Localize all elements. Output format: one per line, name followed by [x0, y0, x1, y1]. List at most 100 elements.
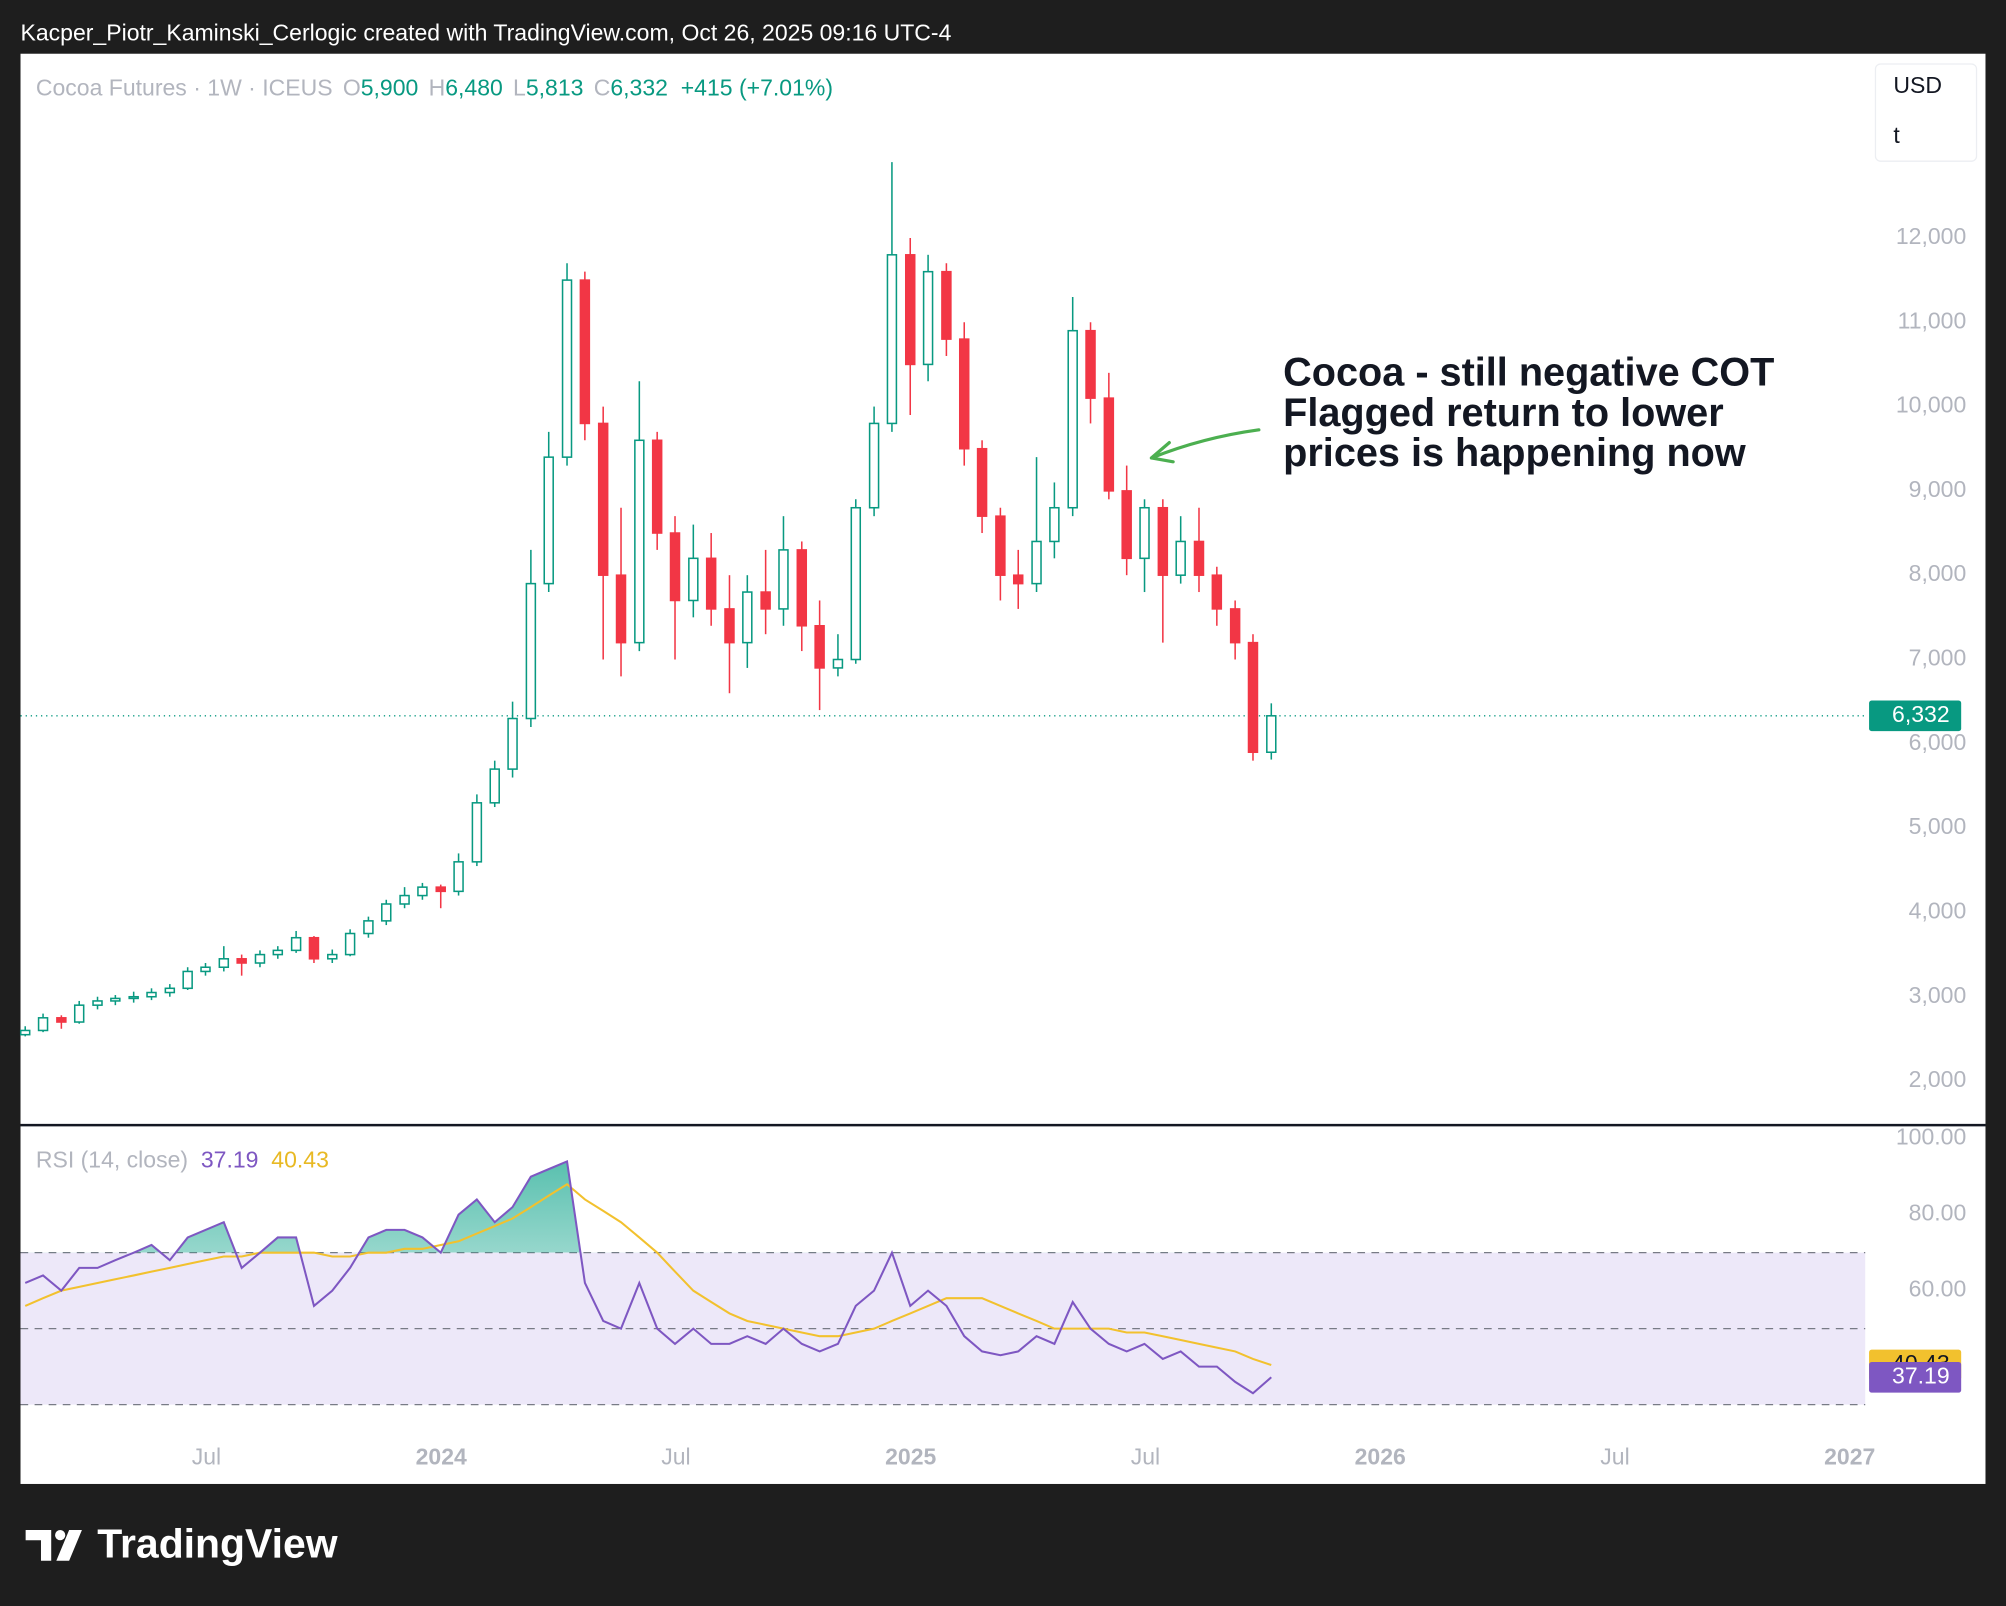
candle-body [941, 270, 952, 340]
candle-body [904, 254, 916, 366]
y-tick-label: 10,000 [1896, 392, 1966, 418]
ohlc-label: O [343, 75, 361, 101]
candle-body [958, 338, 970, 450]
candle-body [417, 886, 428, 897]
y-tick-label: 11,000 [1898, 307, 1967, 333]
candle-body [1121, 490, 1132, 560]
y-tick-label: 7,000 [1909, 645, 1967, 671]
x-tick-label: 2027 [1824, 1443, 1875, 1469]
candle-body [760, 591, 771, 610]
y-tick-label: 4,000 [1909, 898, 1967, 924]
brand-logo: TradingView [25, 1520, 338, 1566]
candle-body [1031, 540, 1042, 585]
candle-body [850, 506, 862, 661]
candle-body [37, 1017, 49, 1032]
candle-body [182, 970, 193, 990]
candle-body [73, 1004, 85, 1023]
candle-body [634, 439, 645, 644]
candle-body [272, 949, 284, 956]
brand-name: TradingView [97, 1520, 337, 1566]
price-legend: Cocoa Futures · 1W · ICEUS O5,900 H6,480 L5… [36, 75, 833, 101]
y-tick-label: 2,000 [1909, 1066, 1967, 1092]
candle-body [19, 1029, 31, 1036]
annotation-line: Cocoa - still negative COT [1283, 350, 1774, 394]
candle-body [1085, 329, 1096, 399]
candle-body [381, 903, 392, 922]
candle-body [363, 920, 374, 935]
candle-body [814, 625, 825, 669]
candle-body [561, 279, 573, 458]
candle-body [579, 279, 591, 425]
x-tick-label: Jul [661, 1443, 690, 1469]
candle-body [164, 987, 176, 994]
candle-body [705, 557, 717, 610]
y-tick-label: 6,000 [1909, 729, 1967, 755]
candle-body [525, 582, 537, 720]
chart-panel [20, 53, 1986, 1484]
candle-body [92, 1000, 103, 1006]
annotation-arrow [1149, 428, 1261, 464]
overbought-fill [133, 1161, 581, 1253]
header-title: Kacper_Piotr_Kaminski_Cerlogic created w… [21, 20, 952, 46]
y-tick-label: 80.00 [1909, 1200, 1967, 1226]
value-tag [1869, 1361, 1962, 1393]
candle-body [1266, 715, 1277, 754]
y-tick-label: 12,000 [1896, 223, 1966, 249]
candle-body [435, 886, 446, 893]
logo-mark [25, 1530, 82, 1561]
rsi-title: RSI (14, close) [36, 1147, 188, 1173]
candle-body [56, 1017, 67, 1023]
candle-body [1067, 329, 1078, 509]
ohlc-label: H [429, 75, 446, 101]
candle-body [1229, 608, 1241, 644]
change: +415 (+7.01%) [681, 75, 833, 101]
y-tick-label: 3,000 [1909, 982, 1967, 1008]
annotation-line: prices is happening now [1283, 431, 1746, 475]
candle-body [1211, 574, 1223, 610]
candle-body [290, 936, 302, 952]
y-tick-label: 60.00 [1909, 1276, 1967, 1302]
x-tick-label: Jul [1131, 1443, 1160, 1469]
candle-body [688, 557, 699, 602]
candle-body [128, 995, 139, 1000]
candle-body [796, 549, 808, 627]
x-tick-label: Jul [1600, 1443, 1629, 1469]
rsi-ma-line [24, 1182, 1272, 1366]
candle-body [327, 953, 338, 960]
candle-body [236, 958, 247, 964]
y-tick-label: 100.00 [1896, 1124, 1966, 1150]
ohlc-label: L [513, 75, 526, 101]
y-tick-label: 8,000 [1909, 560, 1967, 586]
candle-body [651, 439, 663, 534]
ohlc-value: 6,332 [610, 75, 668, 101]
rsi-line [24, 1159, 1272, 1395]
candle-body [976, 447, 988, 517]
plot-layer: 2,000 3,000 4,000 5,000 6,000 7,000 8,000 9,000… [19, 162, 1967, 1469]
x-tick-label: 2026 [1355, 1443, 1406, 1469]
x-tick-label: 2024 [416, 1443, 467, 1469]
candle-body [399, 894, 410, 905]
candle-body [597, 422, 609, 576]
unit: t [1893, 122, 1900, 148]
candle-body [308, 936, 320, 960]
unit-box[interactable] [1874, 63, 1978, 162]
candle-body [1049, 506, 1060, 543]
candle-body [200, 966, 211, 973]
logo-dot [55, 1530, 66, 1541]
candle-body [1103, 397, 1115, 492]
candle-body [886, 254, 898, 425]
rsi-legend: RSI (14, close) 37.19 40.43 [36, 1147, 329, 1173]
candle-body [724, 608, 735, 644]
candle-body [1139, 506, 1150, 560]
candle-body [254, 953, 266, 964]
x-tick-label: Jul [192, 1443, 221, 1469]
last-price-tag [1869, 700, 1962, 732]
candle-body [543, 456, 554, 585]
candle-body [1012, 574, 1024, 585]
candle-body [1247, 641, 1259, 754]
candle-body [489, 768, 500, 804]
candle-body [110, 997, 121, 1002]
candle-body [868, 422, 880, 509]
